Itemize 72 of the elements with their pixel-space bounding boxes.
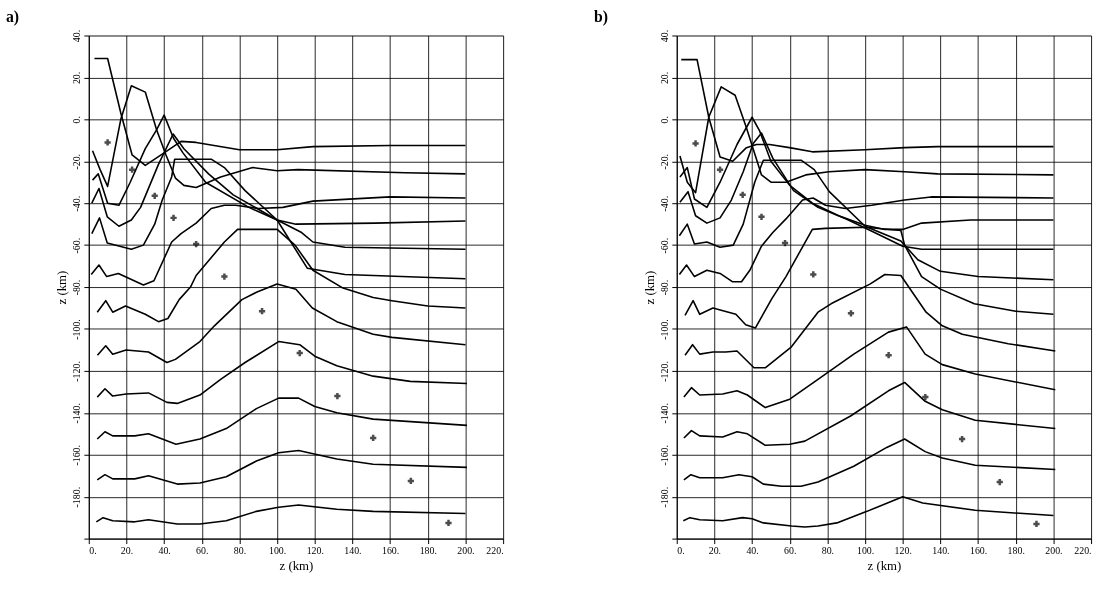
chart-title: a) bbox=[5, 8, 20, 27]
point bbox=[296, 349, 303, 357]
y-tick-label: -120. bbox=[659, 361, 671, 382]
x-tick-label: 120. bbox=[894, 544, 912, 556]
x-tick-label: 40. bbox=[158, 544, 171, 556]
x-tick-label: 60. bbox=[784, 544, 797, 556]
x-tick-label: 40. bbox=[746, 544, 759, 556]
point bbox=[221, 273, 228, 280]
point bbox=[758, 213, 765, 220]
point bbox=[810, 271, 817, 278]
y-axis-title: z (km) bbox=[54, 270, 69, 305]
y-tick-label: 20. bbox=[71, 71, 83, 85]
x-tick-label: 120. bbox=[306, 544, 324, 556]
y-tick-label: -100. bbox=[659, 319, 671, 340]
x-axis-title: z (km) bbox=[279, 558, 314, 573]
point bbox=[885, 352, 892, 359]
point bbox=[104, 139, 111, 146]
point bbox=[151, 192, 158, 199]
y-tick-label: -80. bbox=[659, 279, 671, 296]
x-tick-label: 60. bbox=[196, 544, 209, 556]
y-tick-label: 40. bbox=[71, 29, 83, 43]
x-tick-label: 180. bbox=[419, 544, 437, 556]
x-tick-label: 180. bbox=[1007, 544, 1025, 556]
x-tick-label: 200. bbox=[457, 544, 475, 556]
y-tick-label: 40. bbox=[659, 29, 671, 43]
y-tick-label: -160. bbox=[659, 444, 671, 466]
x-tick-label: 220. bbox=[486, 544, 504, 556]
x-tick-label: 220. bbox=[1074, 544, 1092, 556]
point bbox=[716, 166, 724, 173]
x-tick-label: 100. bbox=[856, 544, 875, 556]
x-tick-label: 20. bbox=[120, 544, 134, 556]
point bbox=[692, 140, 699, 147]
point bbox=[128, 166, 136, 173]
point bbox=[445, 519, 452, 527]
y-tick-label: -60. bbox=[659, 237, 671, 254]
x-tick-label: 80. bbox=[233, 544, 247, 556]
y-tick-label: 0. bbox=[659, 116, 671, 124]
y-tick-label: -140. bbox=[71, 403, 83, 424]
x-tick-label: 100. bbox=[268, 544, 287, 556]
y-tick-label: -80. bbox=[71, 279, 83, 296]
y-axis-title: z (km) bbox=[642, 270, 657, 305]
x-tick-label: 200. bbox=[1045, 544, 1063, 556]
y-tick-label: -20. bbox=[659, 153, 671, 170]
y-tick-label: -60. bbox=[71, 237, 83, 254]
point bbox=[1033, 520, 1040, 528]
y-tick-label: -180. bbox=[659, 486, 671, 508]
x-tick-label: 0. bbox=[677, 544, 685, 556]
y-tick-label: 20. bbox=[659, 71, 671, 85]
x-tick-label: 140. bbox=[344, 544, 362, 556]
y-tick-label: 0. bbox=[71, 116, 83, 124]
point bbox=[739, 191, 746, 198]
point bbox=[847, 310, 855, 317]
y-tick-label: -20. bbox=[71, 153, 83, 170]
y-tick-label: -40. bbox=[659, 195, 671, 212]
point bbox=[922, 393, 929, 401]
point bbox=[996, 478, 1003, 486]
y-tick-label: -120. bbox=[71, 361, 83, 382]
x-tick-label: 20. bbox=[708, 544, 722, 556]
y-tick-label: -140. bbox=[659, 403, 671, 424]
y-tick-label: -180. bbox=[71, 486, 83, 508]
y-tick-label: -40. bbox=[71, 195, 83, 212]
x-axis-title: z (km) bbox=[867, 558, 902, 573]
y-tick-label: -160. bbox=[71, 444, 83, 466]
x-tick-label: 140. bbox=[932, 544, 950, 556]
point bbox=[170, 214, 177, 221]
y-tick-label: -100. bbox=[71, 319, 83, 340]
x-tick-label: 160. bbox=[381, 544, 400, 556]
x-tick-label: 80. bbox=[821, 544, 835, 556]
x-tick-label: 160. bbox=[969, 544, 988, 556]
point bbox=[334, 392, 341, 400]
x-tick-label: 0. bbox=[89, 544, 97, 556]
chart-title: b) bbox=[593, 8, 608, 27]
